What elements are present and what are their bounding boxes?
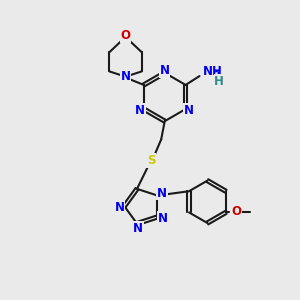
Text: 2: 2 — [213, 71, 219, 80]
Text: O: O — [231, 205, 241, 218]
Text: NH: NH — [203, 65, 223, 78]
Text: N: N — [157, 187, 167, 200]
Text: S: S — [147, 154, 155, 167]
Text: N: N — [115, 201, 125, 214]
Text: N: N — [158, 212, 168, 225]
Text: N: N — [160, 64, 170, 77]
Text: N: N — [133, 222, 143, 235]
Text: N: N — [121, 70, 130, 83]
Text: O: O — [121, 29, 130, 42]
Text: N: N — [135, 104, 145, 117]
Text: H: H — [214, 75, 224, 88]
Text: N: N — [184, 104, 194, 117]
